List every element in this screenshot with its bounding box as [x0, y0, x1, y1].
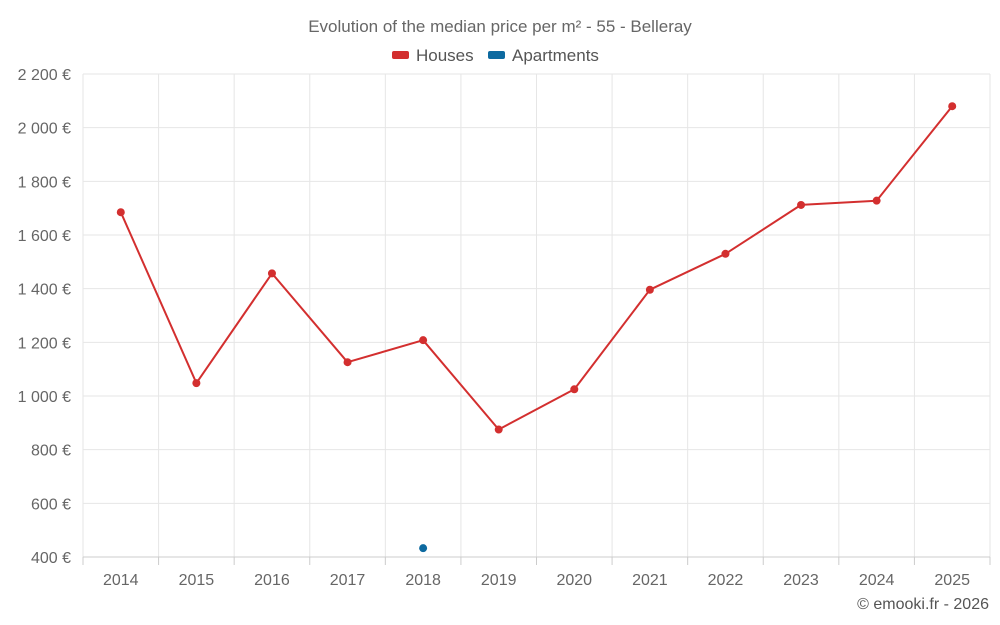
y-tick-label: 800 € — [31, 443, 71, 460]
x-tick-label: 2020 — [556, 572, 592, 589]
data-point-houses-2024[interactable] — [872, 196, 881, 205]
x-tick-label: 2023 — [783, 572, 819, 589]
y-tick-label: 1 200 € — [18, 335, 71, 352]
y-tick-label: 1 400 € — [18, 282, 71, 299]
y-tick-label: 2 200 € — [18, 67, 71, 84]
legend-swatch-apartments — [488, 51, 505, 59]
series — [116, 102, 957, 553]
legend-label-houses: Houses — [416, 46, 474, 65]
data-point-houses-2017[interactable] — [343, 358, 352, 367]
data-point-houses-2015[interactable] — [192, 379, 201, 388]
data-point-houses-2019[interactable] — [494, 425, 503, 434]
x-tick-label: 2022 — [708, 572, 744, 589]
legend-swatch-houses — [392, 51, 409, 59]
credit-text: © emooki.fr - 2026 — [857, 596, 989, 613]
legend-item-houses[interactable]: Houses — [392, 46, 474, 65]
legend: Houses Apartments — [392, 46, 599, 65]
y-tick-label: 2 000 € — [18, 121, 71, 138]
x-tick-label: 2024 — [859, 572, 895, 589]
y-tick-label: 1 000 € — [18, 389, 71, 406]
data-point-apartments-2018[interactable] — [419, 544, 428, 553]
axes: 400 € 600 € 800 € 1 000 € 1 200 € 1 400 € 1 60… — [18, 67, 991, 589]
y-tick-label: 600 € — [31, 496, 71, 513]
legend-label-apartments: Apartments — [512, 46, 599, 65]
x-tick-label: 2015 — [179, 572, 215, 589]
y-tick-label: 1 800 € — [18, 174, 71, 191]
chart-title: Evolution of the median price per m² - 5… — [308, 17, 692, 36]
y-tick-label: 400 € — [31, 550, 71, 567]
data-point-houses-2016[interactable] — [267, 269, 276, 278]
series-line-houses — [119, 105, 953, 431]
y-tick-label: 1 600 € — [18, 228, 71, 245]
data-point-houses-2022[interactable] — [721, 249, 730, 258]
x-tick-label: 2021 — [632, 572, 668, 589]
x-tick-label: 2019 — [481, 572, 517, 589]
data-point-houses-2023[interactable] — [797, 200, 806, 209]
x-tick-label: 2014 — [103, 572, 139, 589]
data-point-houses-2018[interactable] — [419, 336, 428, 345]
x-tick-label: 2018 — [405, 572, 441, 589]
data-point-houses-2014[interactable] — [116, 208, 125, 217]
x-tick-label: 2017 — [330, 572, 366, 589]
data-point-houses-2020[interactable] — [570, 385, 579, 394]
legend-item-apartments[interactable]: Apartments — [488, 46, 599, 65]
data-point-houses-2021[interactable] — [645, 285, 654, 294]
x-tick-label: 2016 — [254, 572, 290, 589]
data-point-houses-2025[interactable] — [948, 102, 957, 111]
grid — [82, 73, 991, 557]
x-tick-label: 2025 — [934, 572, 970, 589]
